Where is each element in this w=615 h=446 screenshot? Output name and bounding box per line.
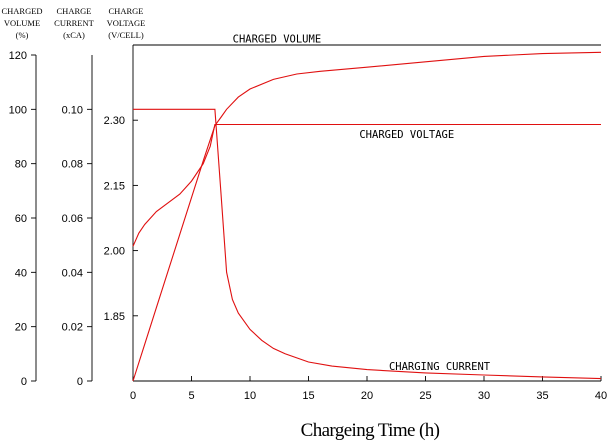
axis-header-voltage-line: VOLTAGE xyxy=(107,18,146,28)
y-tick-label-volume: 80 xyxy=(15,159,27,171)
axis-header-voltage-line: (V/CELL) xyxy=(108,30,144,40)
x-tick-label: 25 xyxy=(419,390,431,402)
series-line-charged-volume xyxy=(132,51,602,382)
y-tick-label-current: 0.10 xyxy=(62,104,83,116)
axis-header-volume-line: (%) xyxy=(16,30,29,40)
axis-header-volume-line: CHARGED xyxy=(1,6,42,16)
y-tick-label-voltage: 2.15 xyxy=(104,180,125,192)
x-tick-label: 30 xyxy=(478,390,490,402)
y-tick-label-voltage: 1.85 xyxy=(104,311,125,323)
x-axis-ticks: 0 5 10 15 20 25 30 35 40 xyxy=(130,376,607,402)
axis-header-current-line: (xCA) xyxy=(63,30,85,40)
x-tick-label: 10 xyxy=(244,390,256,402)
axis-header-voltage-line: CHARGE xyxy=(109,6,144,16)
annotation-charged-volume: CHARGED VOLUME xyxy=(233,34,322,46)
y-tick-label-current: 0.06 xyxy=(62,213,83,225)
axis-header-current-line: CURRENT xyxy=(54,18,94,28)
annotation-charging-current: CHARGING CURRENT xyxy=(389,361,491,373)
annotation-charged-voltage: CHARGED VOLTAGE xyxy=(359,129,454,141)
axis-header-current-line: CHARGE xyxy=(57,6,92,16)
y-tick-label-volume: 120 xyxy=(9,50,27,62)
plot-frame xyxy=(132,44,601,382)
y-tick-label-volume: 0 xyxy=(21,376,27,388)
y-tick-label-volume: 40 xyxy=(15,267,27,279)
y-tick-label-current: 0 xyxy=(77,376,83,388)
x-tick-label: 15 xyxy=(302,390,314,402)
y-tick-label-volume: 100 xyxy=(9,104,27,116)
x-tick-label: 40 xyxy=(595,390,607,402)
x-axis-title: Chargeing Time (h) xyxy=(301,420,440,441)
series-line-charged-voltage xyxy=(132,123,601,247)
series-lines xyxy=(132,51,602,382)
y-tick-label-current: 0.08 xyxy=(62,159,83,171)
y-tick-label-volume: 20 xyxy=(15,322,27,334)
series-line-charging-current xyxy=(133,108,602,380)
x-tick-label: 20 xyxy=(361,390,373,402)
y-axes: 0 20 40 60 80 100 120 0 0.02 0.04 0.06 0.08 0.10 1.85… xyxy=(9,50,138,388)
y-tick-label-voltage: 2.00 xyxy=(104,246,125,258)
y-tick-label-voltage: 2.30 xyxy=(104,115,125,127)
y-tick-label-current: 0.02 xyxy=(62,322,83,334)
x-tick-label: 0 xyxy=(130,390,136,402)
y-tick-label-volume: 60 xyxy=(15,213,27,225)
axis-headers: CHARGED VOLUME (%) CHARGE CURRENT (xCA) CHARGE… xyxy=(1,6,145,40)
series-annotations: CHARGED VOLUME CHARGED VOLTAGE CHARGING CU… xyxy=(233,34,491,373)
x-tick-label: 35 xyxy=(536,390,548,402)
axis-header-volume-line: VOLUME xyxy=(4,18,40,28)
x-tick-label: 5 xyxy=(188,390,194,402)
y-tick-label-current: 0.04 xyxy=(62,267,83,279)
